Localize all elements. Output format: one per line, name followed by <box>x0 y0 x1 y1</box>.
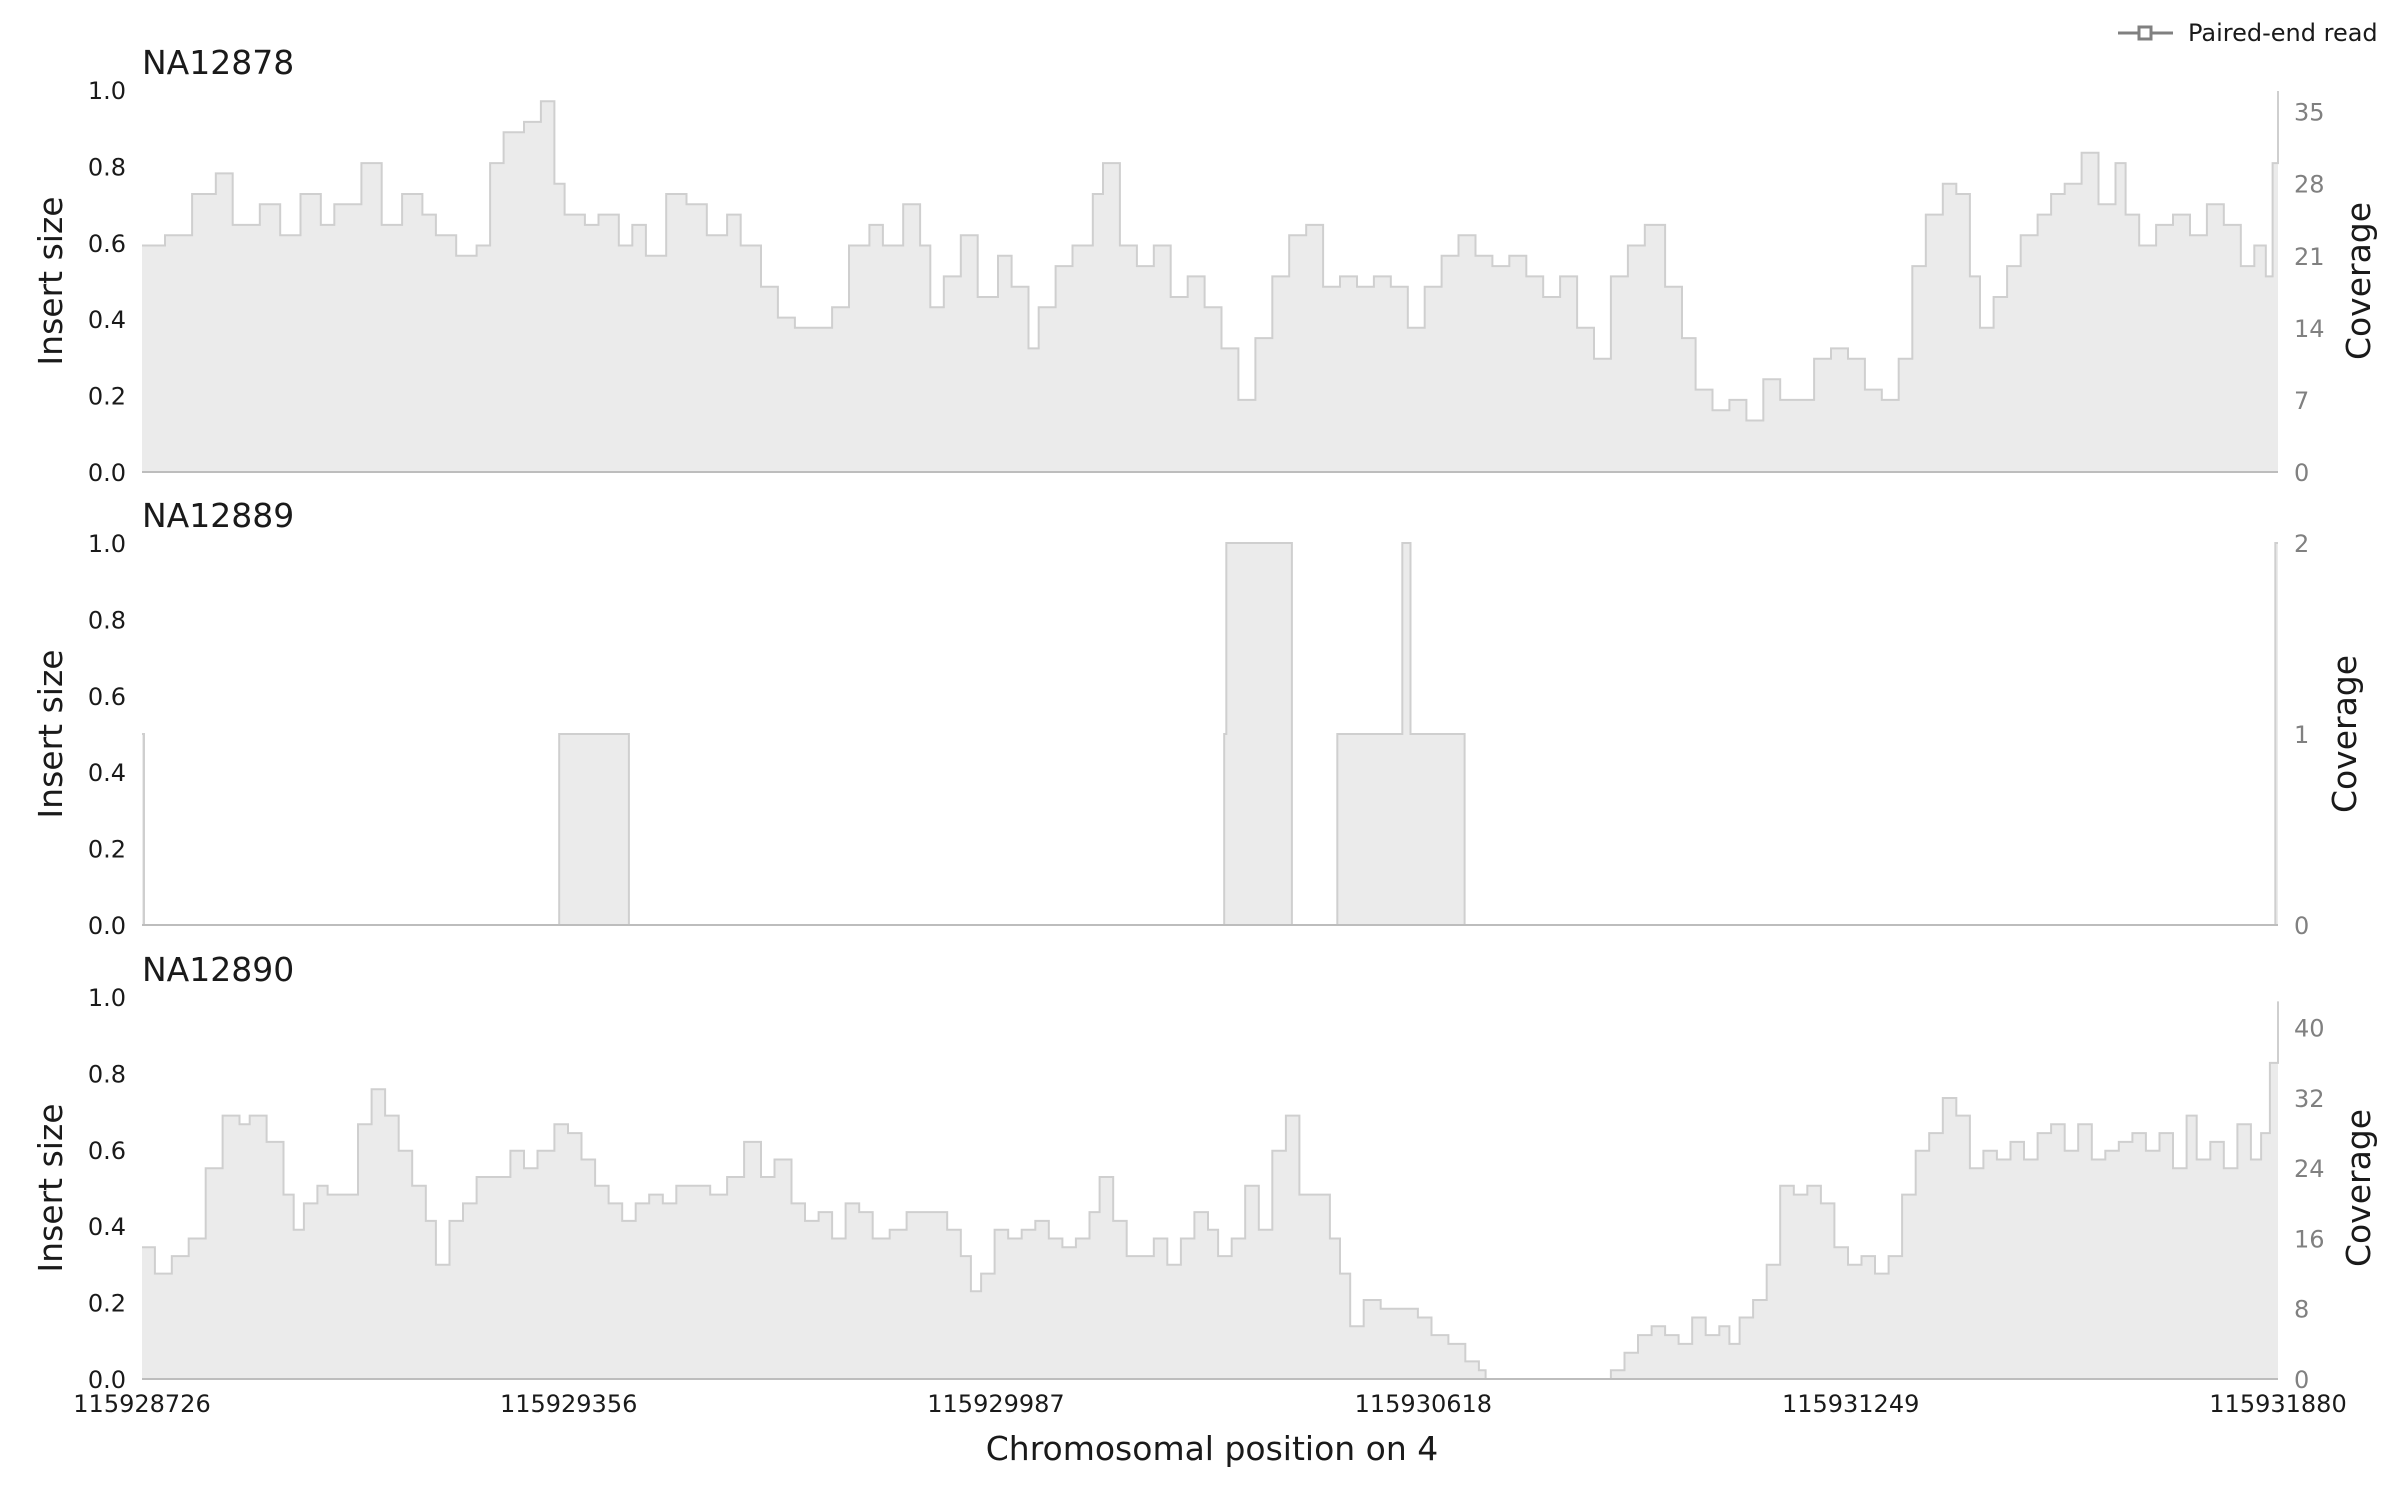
y2-tick-label: 35 <box>2294 99 2325 127</box>
y2-tick-label: 0 <box>2294 912 2309 940</box>
y-tick-label: 0.0 <box>88 912 126 940</box>
coverage-area <box>142 543 2278 925</box>
y2-tick-label: 0 <box>2294 459 2309 487</box>
panel-NA12878: NA12878 0.0 0.2 0.4 0.6 0.8 1.0 0 7 14 21 28 35 Inser… <box>31 43 2378 487</box>
y-axis-label: Insert size <box>31 1103 70 1272</box>
x-tick-label: 115929987 <box>927 1390 1064 1418</box>
panel-title: NA12889 <box>142 496 294 535</box>
panel-title: NA12878 <box>142 43 294 82</box>
x-tick-label: 115928726 <box>73 1390 210 1418</box>
coverage-area <box>142 91 2278 472</box>
coverage-outline <box>142 542 2278 926</box>
y-tick-label: 0.6 <box>88 683 126 711</box>
y2-tick-label: 24 <box>2294 1155 2325 1183</box>
legend: Paired-end read <box>2118 19 2378 47</box>
y2-tick-label: 14 <box>2294 315 2325 343</box>
x-axis-ticks: 115928726 115929356 115929987 115930618 1159… <box>73 1390 2346 1418</box>
x-axis-label: Chromosomal position on 4 <box>986 1429 1439 1468</box>
legend-square-marker-icon <box>2137 25 2153 41</box>
coverage-outline <box>142 1001 2279 1380</box>
y-tick-label: 0.8 <box>88 153 126 181</box>
y-tick-label: 0.6 <box>88 230 126 258</box>
y-tick-label: 0.6 <box>88 1137 126 1165</box>
x-tick-label: 115931880 <box>2209 1390 2346 1418</box>
y-tick-label: 0.4 <box>88 306 126 334</box>
y-axis-label: Insert size <box>31 649 70 818</box>
y2-axis-label: Coverage <box>2339 202 2378 360</box>
y2-axis-label: Coverage <box>2325 655 2364 813</box>
panel-NA12889: NA12889 0.0 0.2 0.4 0.6 0.8 1.0 0 1 2 Insert size C… <box>31 496 2364 940</box>
y2-axis-label: Coverage <box>2339 1109 2378 1267</box>
y2-tick-label: 28 <box>2294 171 2325 199</box>
y-axis-label: Insert size <box>31 196 70 365</box>
y-tick-label: 0.4 <box>88 759 126 787</box>
y-tick-label: 0.2 <box>88 1290 126 1318</box>
y-tick-label: 1.0 <box>88 530 126 558</box>
y-tick-label: 0.0 <box>88 1366 126 1394</box>
panels: NA128780.00.20.40.60.81.00714212835Inser… <box>31 43 2378 1394</box>
x-tick-label: 115931249 <box>1782 1390 1919 1418</box>
y2-tick-label: 16 <box>2294 1225 2325 1253</box>
y2-tick-label: 8 <box>2294 1296 2309 1324</box>
y2-tick-label: 1 <box>2294 721 2309 749</box>
y-tick-label: 1.0 <box>88 984 126 1012</box>
panel-title: NA12890 <box>142 950 294 989</box>
coverage-outline <box>142 91 2279 422</box>
y-tick-label: 0.2 <box>88 383 126 411</box>
y2-tick-label: 7 <box>2294 387 2309 415</box>
y2-tick-label: 2 <box>2294 530 2309 558</box>
y-tick-label: 0.8 <box>88 606 126 634</box>
y2-tick-label: 21 <box>2294 243 2325 271</box>
y-tick-label: 0.8 <box>88 1060 126 1088</box>
panel-NA12890: NA12890 0.0 0.2 0.4 0.6 0.8 1.0 0 8 16 24 32 40 Inser… <box>31 950 2378 1394</box>
y-tick-label: 0.0 <box>88 459 126 487</box>
y-tick-label: 0.4 <box>88 1213 126 1241</box>
y-tick-label: 0.2 <box>88 836 126 864</box>
x-tick-label: 115929356 <box>500 1390 637 1418</box>
y2-tick-label: 40 <box>2294 1015 2325 1043</box>
legend-label: Paired-end read <box>2188 19 2378 47</box>
y2-tick-label: 0 <box>2294 1366 2309 1394</box>
y-tick-label: 1.0 <box>88 77 126 105</box>
y2-tick-label: 32 <box>2294 1085 2325 1113</box>
x-tick-label: 115930618 <box>1355 1390 1492 1418</box>
coverage-area <box>142 1001 2278 1379</box>
